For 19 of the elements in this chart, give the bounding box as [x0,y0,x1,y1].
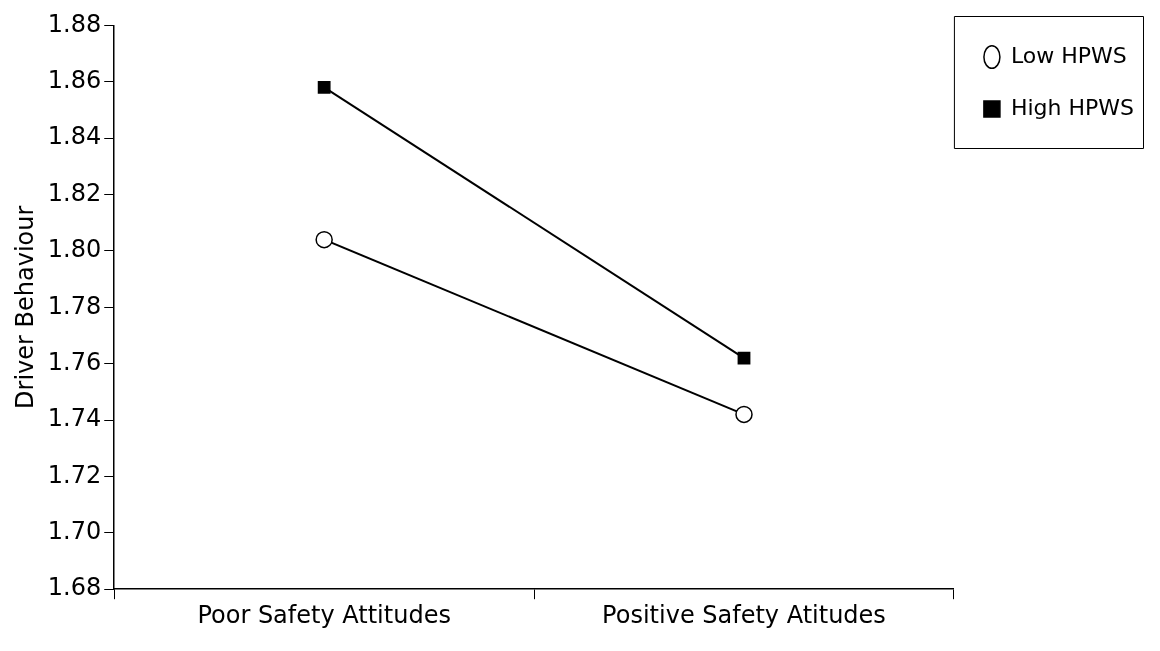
point [735,405,753,424]
y-tick-label: 1.78 [47,291,102,320]
y-tick-label: 1.74 [47,404,102,433]
point [315,230,333,249]
x-tick-label: Poor Safety Attitudes [197,600,451,629]
point [317,81,331,94]
y-axis-title: Driver Behaviour [10,205,39,409]
x-tick-label: Positive Safety Atitudes [602,600,886,629]
y-tick-label: 1.84 [47,122,102,151]
y-tick-label: 1.72 [47,460,102,489]
y-tick-label: 1.76 [47,347,102,376]
y-tick-label: 1.80 [47,235,102,264]
y-tick-label: 1.88 [47,9,102,38]
y-tick-label: 1.86 [47,66,102,95]
y-tick-label: 1.68 [47,573,102,602]
y-tick-label: 1.70 [47,517,102,546]
y-tick-label: 1.82 [47,178,102,207]
legend-label: High HPWS [1010,94,1135,120]
legend-label: Low HPWS [1010,42,1127,68]
